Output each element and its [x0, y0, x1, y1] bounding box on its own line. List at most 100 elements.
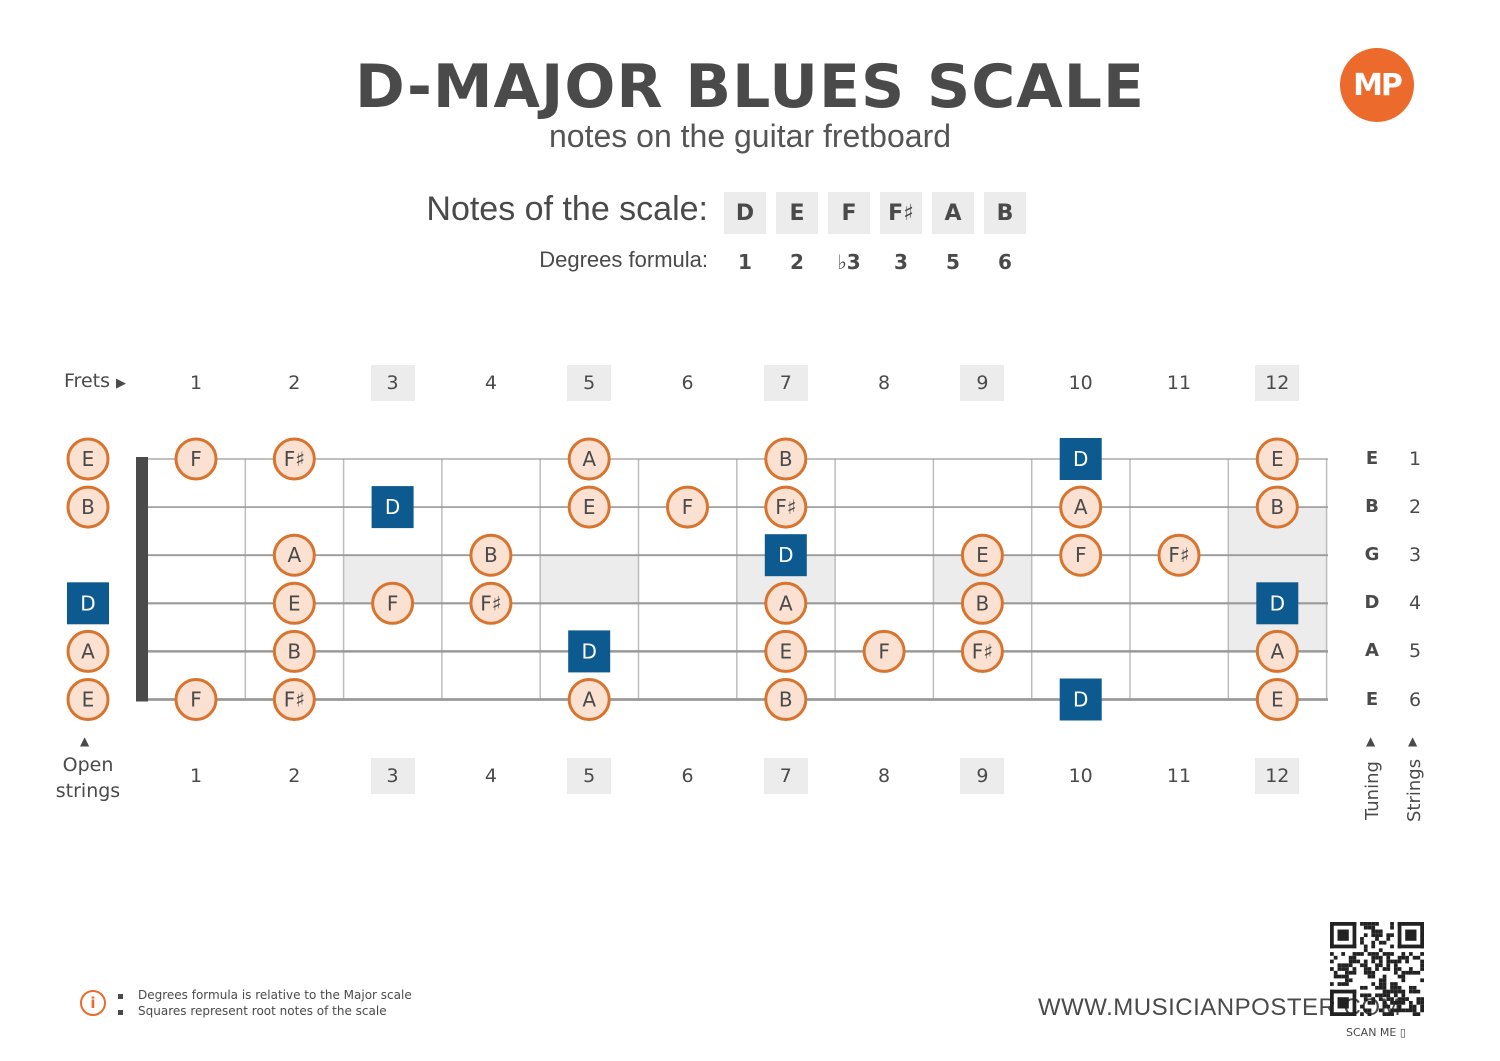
note-circle: F	[174, 437, 218, 481]
degrees-formula-label: Degrees formula:	[539, 247, 708, 272]
note-label: D	[581, 639, 596, 663]
note-circle: F♯	[272, 678, 316, 721]
note-label: F	[387, 591, 399, 615]
note-circle: E	[66, 678, 110, 721]
fret-number: 1	[189, 765, 203, 787]
scale-degree: 2	[790, 250, 804, 274]
note-label: E	[288, 591, 301, 615]
string-number: 6	[1408, 688, 1422, 711]
note-circle: B	[764, 437, 808, 481]
fret-marker-shade	[540, 555, 639, 604]
fret-number: 2	[288, 372, 301, 394]
note-label: E	[1271, 688, 1284, 712]
fret-number: 9	[960, 365, 1005, 401]
note-label: E	[583, 495, 596, 519]
fret-number: 11	[1166, 372, 1192, 394]
note-circle: A	[272, 533, 316, 577]
note-circle: B	[272, 629, 316, 673]
strings-label: Strings	[1404, 758, 1425, 822]
root-note-square: D	[1059, 678, 1102, 721]
footnote-roots: Squares represent root notes of the scal…	[138, 1004, 387, 1018]
string-number: 5	[1408, 640, 1422, 663]
fret-number: 9	[960, 758, 1005, 794]
fret-number: 11	[1166, 765, 1192, 787]
string-number: 1	[1408, 448, 1422, 470]
note-circle: F	[862, 629, 906, 673]
note-label: F♯	[775, 495, 796, 519]
root-note-square: D	[67, 582, 109, 625]
fret-number: 8	[878, 765, 891, 787]
note-circle: F♯	[960, 629, 1004, 673]
note-label: E	[1271, 447, 1284, 471]
note-label: D	[1073, 447, 1088, 471]
note-circle: F♯	[1157, 533, 1201, 577]
note-label: B	[976, 591, 990, 615]
note-label: D	[80, 591, 95, 615]
note-label: A	[81, 639, 95, 663]
note-label: A	[582, 447, 596, 471]
note-circle: A	[567, 437, 611, 481]
page-subtitle: notes on the guitar fretboard	[548, 118, 952, 154]
note-circle: B	[66, 485, 110, 529]
fret-number: 12	[1255, 365, 1300, 401]
note-circle: F	[1059, 533, 1103, 577]
note-label: D	[1073, 688, 1088, 712]
scale-degree: 3	[894, 250, 908, 274]
note-label: A	[1074, 495, 1088, 519]
note-circle: F	[371, 581, 415, 625]
note-circle: F♯	[764, 485, 808, 529]
note-circle: E	[764, 629, 808, 673]
root-note-square: D	[371, 486, 414, 529]
root-note-square: D	[764, 534, 807, 577]
note-circle: B	[960, 581, 1004, 625]
fret-number: 5	[567, 365, 612, 401]
note-label: F♯	[972, 639, 993, 663]
phone-icon: ▯	[1399, 1026, 1406, 1039]
note-label: F	[1075, 543, 1087, 567]
note-label: A	[287, 543, 301, 567]
fret-number: 3	[370, 758, 415, 794]
note-label: F	[682, 495, 694, 519]
string-number: 3	[1408, 544, 1422, 567]
brand-logo[interactable]: MP	[1340, 48, 1414, 122]
note-circle: E	[1255, 437, 1299, 481]
note-circle: F♯	[469, 581, 513, 625]
page-title: D-MAJOR BLUES SCALE	[355, 52, 1145, 122]
root-note-square: D	[568, 630, 611, 673]
note-label: F♯	[1168, 543, 1189, 567]
scale-note: B	[984, 192, 1026, 234]
string-number: 2	[1408, 496, 1422, 519]
nut	[136, 457, 148, 702]
tuning-note: G	[1364, 544, 1380, 566]
fret-number: 4	[484, 765, 497, 787]
note-circle: A	[1255, 629, 1299, 673]
note-label: B	[287, 639, 301, 663]
note-circle: E	[1255, 678, 1299, 721]
note-circle: E	[272, 581, 316, 625]
triangle-up-icon: ▲	[1366, 734, 1376, 748]
fret-number: 3	[370, 365, 415, 401]
note-circle: F	[174, 678, 218, 721]
note-circle: E	[66, 437, 110, 481]
note-circle: A	[764, 581, 808, 625]
note-label: F♯	[284, 688, 305, 712]
triangle-right-icon: ▶	[116, 376, 127, 391]
tuning-note: D	[1364, 592, 1380, 614]
root-note-square: D	[1256, 582, 1299, 625]
scale-degree: ♭3	[837, 250, 861, 274]
note-circle: B	[469, 533, 513, 577]
note-circle: E	[960, 533, 1004, 577]
qr-code[interactable]	[1330, 922, 1424, 1016]
info-icon: i	[80, 990, 106, 1016]
note-label: B	[81, 495, 95, 519]
note-circle: B	[1255, 485, 1299, 529]
note-label: D	[385, 495, 400, 519]
note-label: A	[582, 688, 596, 712]
scale-note: F	[828, 192, 870, 234]
fret-number: 2	[288, 765, 301, 787]
fret-number: 1	[189, 372, 203, 394]
fret-number: 10	[1068, 372, 1093, 394]
note-label: E	[82, 447, 95, 471]
scale-note: F♯	[880, 192, 922, 234]
triangle-up-icon: ▲	[1408, 734, 1418, 748]
